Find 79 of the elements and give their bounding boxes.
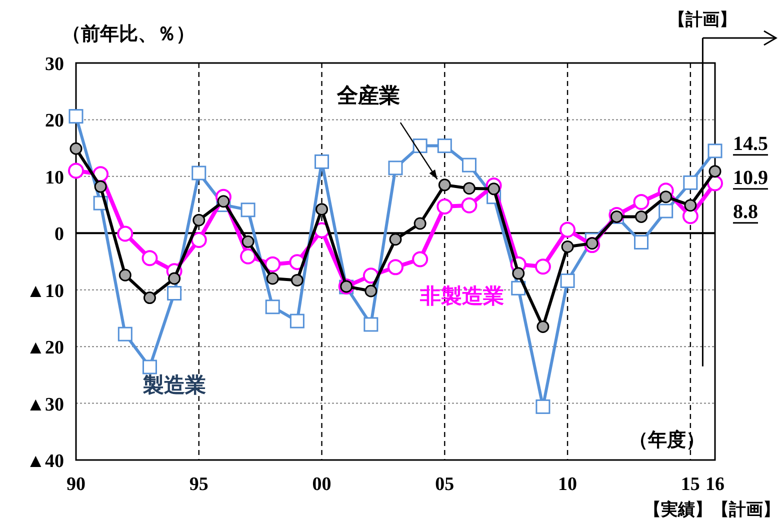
point <box>242 235 254 248</box>
point <box>68 109 84 124</box>
point <box>660 190 672 204</box>
y-tick-label: ▲30 <box>26 394 64 416</box>
point <box>560 274 575 288</box>
point <box>658 204 674 218</box>
y-tick-label: ▲20 <box>26 338 64 359</box>
point <box>388 259 404 276</box>
point <box>316 203 328 216</box>
y-tick-label: 0 <box>54 224 64 246</box>
text: 【実績】【計画】 <box>644 500 780 519</box>
series-label: 製造業 <box>142 372 206 397</box>
point <box>314 154 330 169</box>
point <box>389 233 402 246</box>
ref-line-label: 【計画】 <box>668 10 737 29</box>
text: 全産業 <box>336 84 400 108</box>
x-tick-label: 10 <box>558 474 578 495</box>
point <box>240 202 256 218</box>
point <box>412 138 428 154</box>
point <box>192 166 206 180</box>
point <box>142 360 157 374</box>
point <box>708 165 722 178</box>
x-tick-label: 00 <box>312 474 332 495</box>
x-tick-label: 95 <box>189 474 208 495</box>
y-tick-label: 20 <box>45 110 64 132</box>
point <box>117 226 134 242</box>
point <box>438 178 451 192</box>
data-label: 14.5 <box>733 132 768 155</box>
x-tick-label: 05 <box>435 474 454 495</box>
point <box>142 250 158 266</box>
point <box>462 182 476 195</box>
point <box>143 292 156 304</box>
point <box>534 258 551 275</box>
point <box>118 268 132 282</box>
point <box>414 217 426 230</box>
point <box>68 162 84 179</box>
point <box>634 234 649 250</box>
point <box>388 160 403 176</box>
point <box>94 180 107 193</box>
point <box>437 138 452 154</box>
point <box>290 314 304 328</box>
point <box>364 284 378 298</box>
point <box>635 210 648 223</box>
y-axis-title: （前年比、％） <box>62 23 195 45</box>
point <box>290 274 304 286</box>
point <box>118 326 132 342</box>
point <box>536 320 550 333</box>
point <box>265 300 280 314</box>
series-label: 非製造業 <box>418 284 504 308</box>
y-tick-label: ▲40 <box>26 451 64 472</box>
point <box>412 251 428 268</box>
point <box>684 199 697 212</box>
x-tick-label: 15 <box>680 474 700 495</box>
point <box>240 248 256 264</box>
point <box>192 214 206 226</box>
point <box>536 399 550 414</box>
point <box>168 272 181 285</box>
point <box>70 142 82 155</box>
point <box>461 197 478 214</box>
x-tick-label: 90 <box>66 474 86 495</box>
point <box>708 144 722 158</box>
data-label: 8.8 <box>733 200 758 223</box>
y-tick-label: 30 <box>45 54 64 75</box>
y-tick-label: ▲10 <box>26 280 64 302</box>
y-tick-label: 10 <box>45 167 64 188</box>
x-tick-label: 16 <box>706 474 724 495</box>
data-label: 10.9 <box>733 166 768 189</box>
point <box>462 158 476 172</box>
point <box>561 240 574 254</box>
point <box>633 194 650 210</box>
point <box>167 286 182 301</box>
point <box>436 198 453 214</box>
point <box>560 222 576 238</box>
point <box>190 232 207 248</box>
point <box>512 267 525 280</box>
point <box>683 175 698 190</box>
point <box>266 272 279 285</box>
point <box>264 256 281 272</box>
point <box>364 317 378 332</box>
